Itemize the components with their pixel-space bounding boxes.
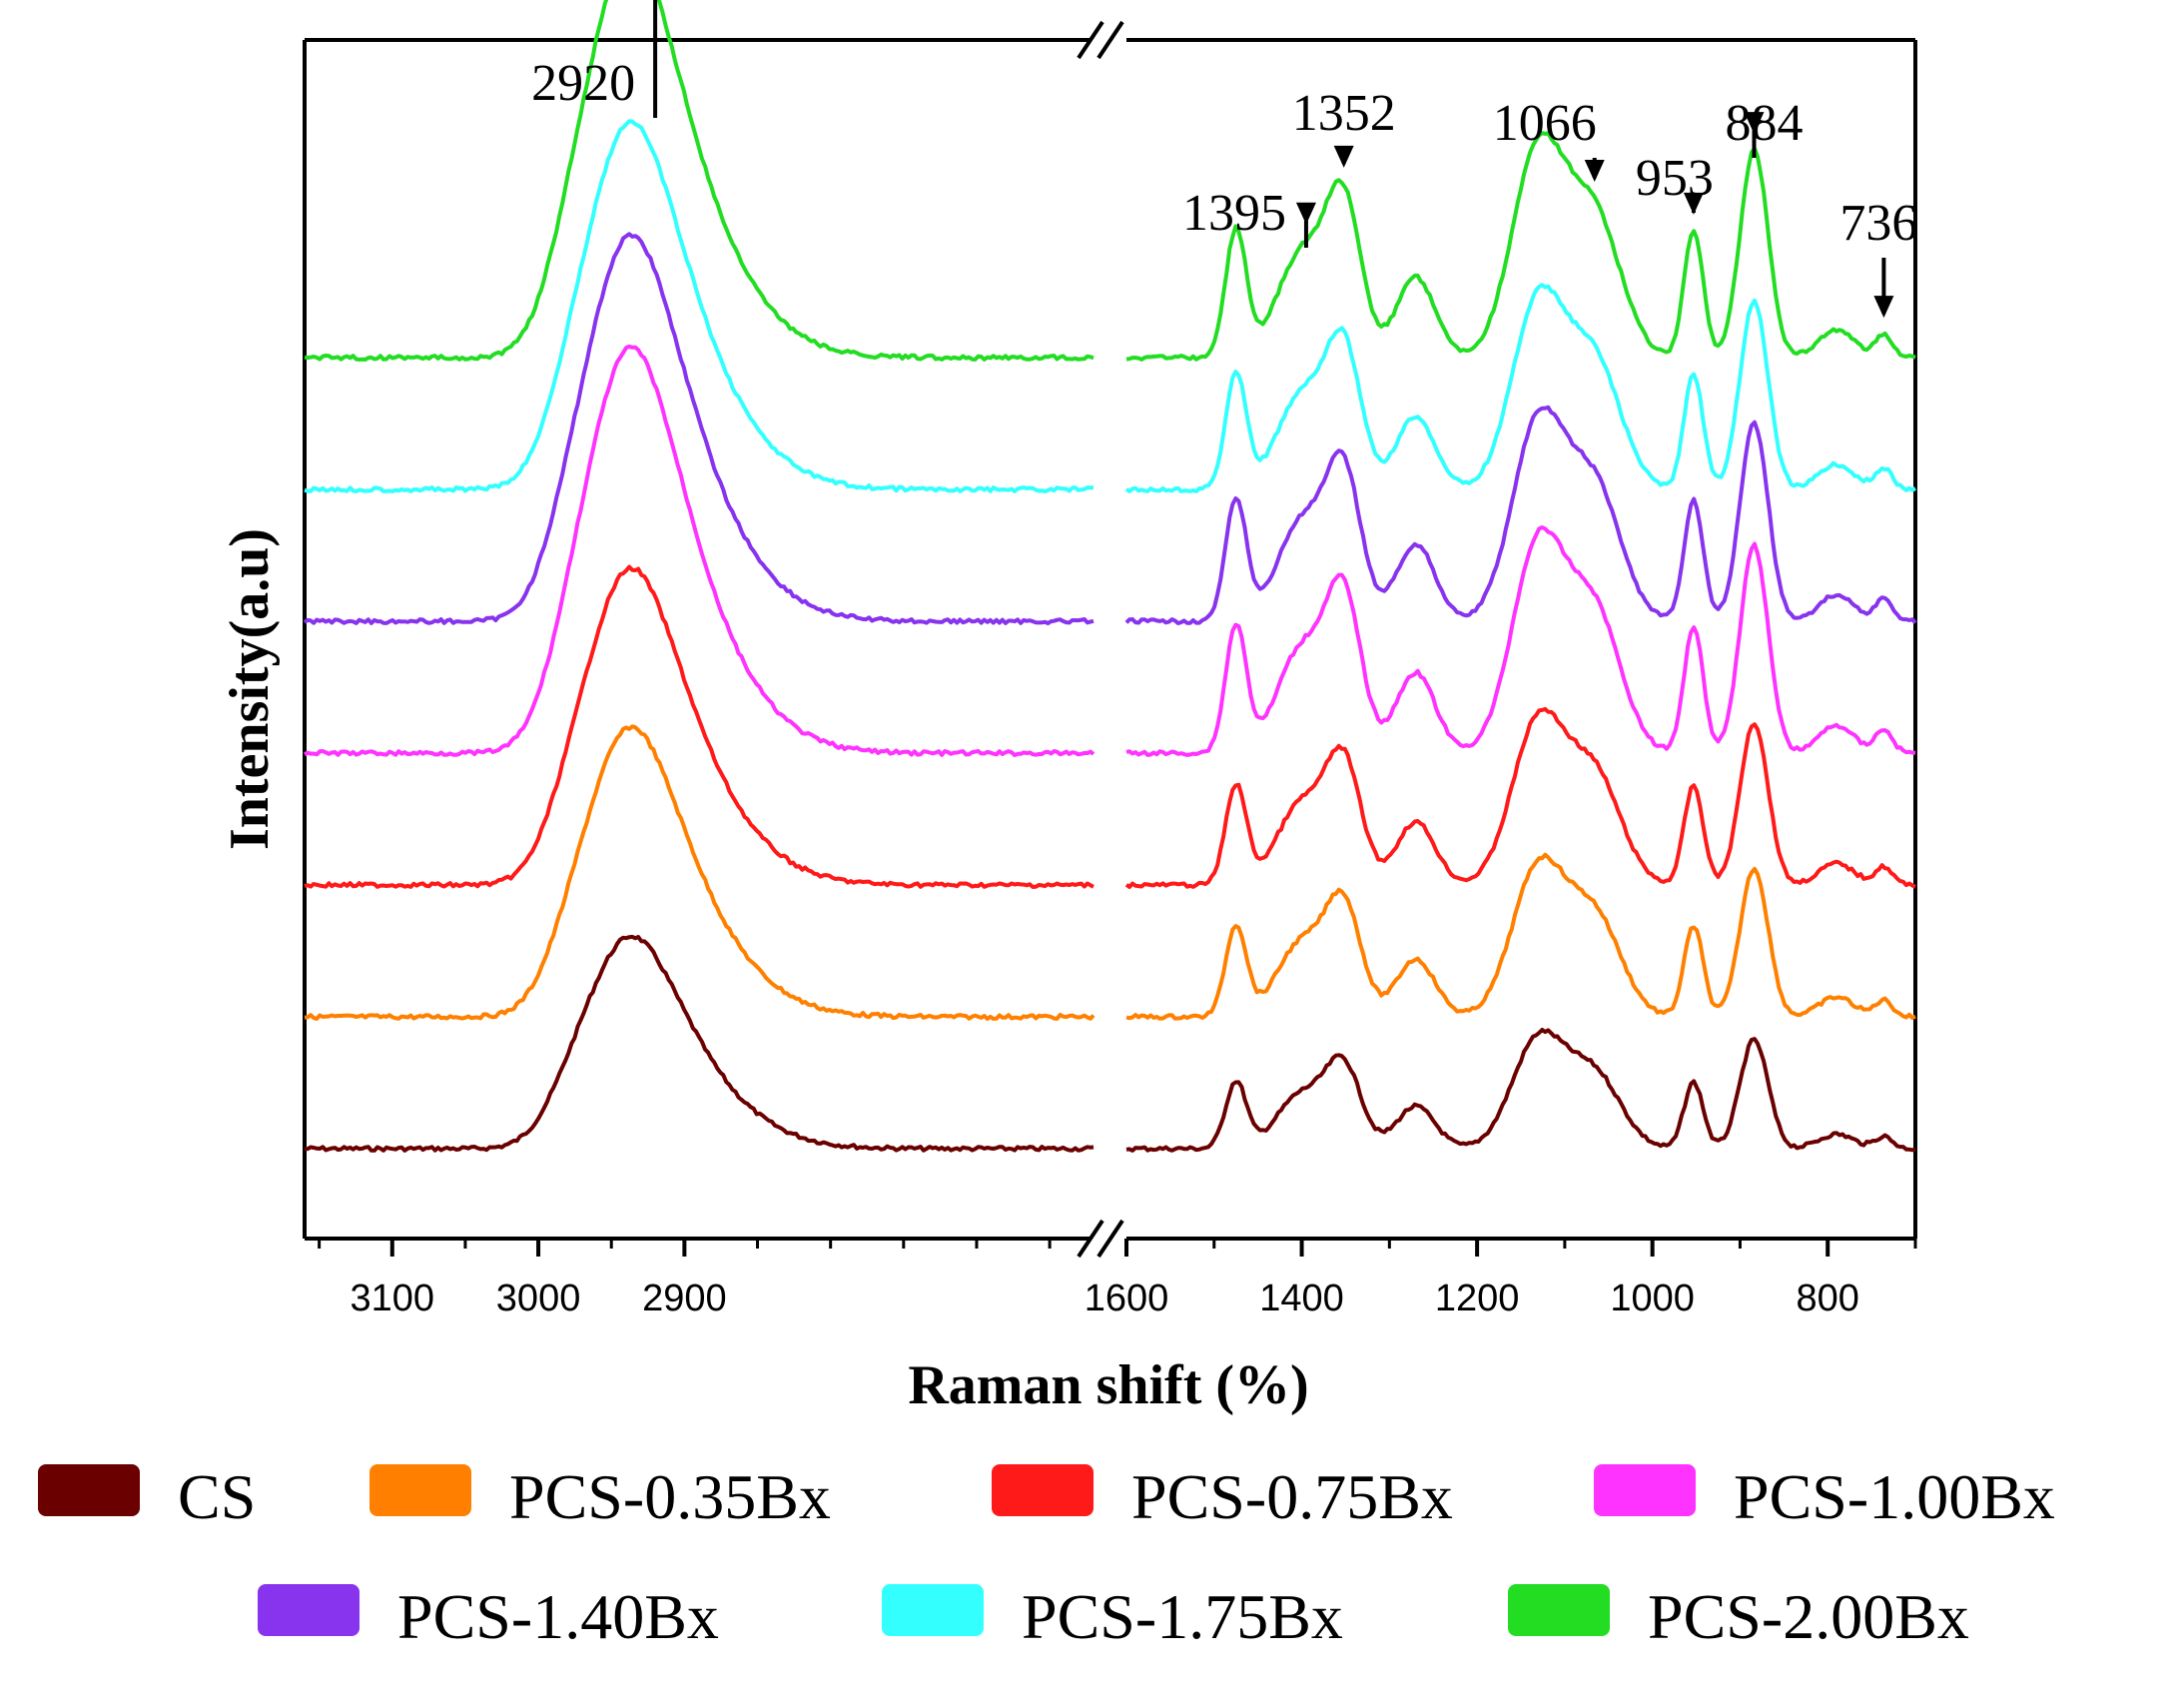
- peak-arrowhead-953: [1683, 192, 1704, 215]
- legend-label-PCS-2.00Bx: PCS-2.00Bx: [1648, 1581, 1969, 1652]
- series-line-PCS-1.00Bx-low: [1125, 525, 1916, 757]
- legend-swatch-PCS-1.75Bx: [882, 1584, 984, 1636]
- axes-frame: [303, 20, 1917, 1259]
- peak-arrowhead-736: [1873, 296, 1894, 319]
- legend-label-PCS-1.75Bx: PCS-1.75Bx: [1022, 1581, 1343, 1652]
- x-tick-label-1000: 1000: [1610, 1278, 1695, 1319]
- x-tick-label-3000: 3000: [496, 1278, 581, 1319]
- peak-label-1066: 1066: [1493, 95, 1597, 152]
- y-axis-title: Intensity(a.u): [219, 528, 281, 850]
- x-tick-label-2900: 2900: [642, 1278, 727, 1319]
- x-tick-label-1400: 1400: [1259, 1278, 1344, 1319]
- peak-arrowhead-1395: [1295, 202, 1316, 225]
- axis-break-mark: [1096, 1219, 1124, 1259]
- legend-swatch-PCS-0.75Bx: [992, 1464, 1093, 1516]
- legend-label-PCS-1.40Bx: PCS-1.40Bx: [397, 1581, 719, 1652]
- legend-label-PCS-1.00Bx: PCS-1.00Bx: [1734, 1461, 2055, 1532]
- peak-arrowhead-1066: [1584, 160, 1605, 183]
- series-line-CS-low: [1125, 1028, 1916, 1153]
- series-line-PCS-2.00Bx-high: [304, 0, 1094, 362]
- axis-break-mark: [1077, 20, 1104, 60]
- x-tick-label-3100: 3100: [351, 1278, 435, 1319]
- series-line-CS-high: [304, 934, 1094, 1153]
- legend-label-PCS-0.75Bx: PCS-0.75Bx: [1131, 1461, 1453, 1532]
- series-line-PCS-1.40Bx-high: [303, 232, 1094, 625]
- x-tick-label-800: 800: [1797, 1278, 1859, 1319]
- legend-swatch-PCS-2.00Bx: [1508, 1584, 1610, 1636]
- axis-break-mark: [1077, 1219, 1104, 1259]
- legend-label-PCS-0.35Bx: PCS-0.35Bx: [509, 1461, 831, 1532]
- legend: CS PCS-0.35Bx PCS-0.75Bx PCS-1.00Bx PCS-1.40…: [38, 1461, 2055, 1652]
- legend-swatch-PCS-1.00Bx: [1594, 1464, 1696, 1516]
- series-line-PCS-1.40Bx-low: [1124, 405, 1917, 625]
- peak-label-1395: 1395: [1182, 185, 1286, 242]
- legend-swatch-PCS-0.35Bx: [369, 1464, 471, 1516]
- series-line-PCS-2.00Bx-low: [1125, 131, 1916, 362]
- series-line-PCS-1.00Bx-high: [304, 344, 1095, 757]
- axis-break-mark: [1096, 20, 1124, 60]
- peak-label-953: 953: [1636, 150, 1714, 207]
- peak-arrowhead-884: [1744, 112, 1765, 135]
- legend-swatch-CS: [38, 1464, 140, 1516]
- x-tick-label-1200: 1200: [1435, 1278, 1520, 1319]
- series-line-PCS-0.75Bx-low: [1124, 706, 1916, 889]
- peak-label-736: 736: [1839, 195, 1917, 252]
- x-tick-label-1600: 1600: [1085, 1278, 1169, 1319]
- legend-label-CS: CS: [178, 1461, 256, 1532]
- peak-arrowhead-1352: [1333, 145, 1354, 168]
- peak-label-884: 884: [1725, 95, 1803, 152]
- peak-label-1352: 1352: [1292, 85, 1396, 142]
- peak-label-2920: 2920: [531, 55, 635, 112]
- x-axis-title: Raman shift (%): [908, 1354, 1308, 1416]
- series-line-PCS-0.35Bx-low: [1125, 852, 1916, 1021]
- series-line-PCS-1.75Bx-low: [1124, 283, 1916, 493]
- x-axis-ticks: 3100 3000 2900 1600 1400 1200 1000 800: [318, 1239, 1917, 1319]
- legend-swatch-PCS-1.40Bx: [258, 1584, 360, 1636]
- spectra: [303, 0, 1917, 1153]
- series-line-PCS-0.75Bx-high: [304, 564, 1094, 889]
- series-line-PCS-1.75Bx-high: [304, 119, 1094, 493]
- series-line-PCS-0.35Bx-high: [304, 724, 1095, 1021]
